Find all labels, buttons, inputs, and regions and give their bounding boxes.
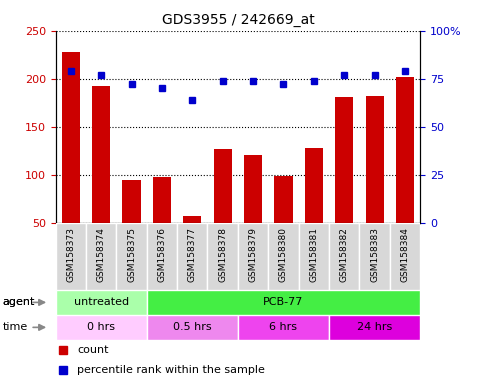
Bar	[298, 223, 329, 290]
Text: GSM158376: GSM158376	[157, 227, 167, 283]
Bar	[244, 154, 262, 271]
Bar	[122, 180, 141, 271]
Bar	[56, 223, 86, 290]
Bar	[329, 223, 359, 290]
Bar	[390, 223, 420, 290]
Bar	[335, 97, 354, 271]
Text: GSM158381: GSM158381	[309, 227, 318, 283]
Text: percentile rank within the sample: percentile rank within the sample	[77, 365, 265, 375]
Text: agent: agent	[2, 297, 35, 308]
Bar	[274, 176, 293, 271]
Text: agent: agent	[2, 297, 35, 307]
Bar	[213, 149, 232, 271]
Text: 0 hrs: 0 hrs	[87, 322, 115, 333]
Text: 24 hrs: 24 hrs	[357, 322, 392, 333]
Bar	[238, 315, 329, 340]
Text: time: time	[2, 322, 28, 333]
Bar	[62, 52, 80, 271]
Bar	[177, 223, 208, 290]
Bar	[238, 223, 268, 290]
Bar	[56, 290, 147, 315]
Text: GSM158378: GSM158378	[218, 227, 227, 283]
Bar	[329, 315, 420, 340]
Text: GSM158382: GSM158382	[340, 228, 349, 282]
Bar	[208, 223, 238, 290]
Bar	[359, 223, 390, 290]
Text: count: count	[77, 345, 109, 355]
Bar	[396, 77, 414, 271]
Bar	[147, 223, 177, 290]
Bar	[147, 290, 420, 315]
Bar	[56, 315, 147, 340]
Text: 0.5 hrs: 0.5 hrs	[173, 322, 212, 333]
Text: GSM158375: GSM158375	[127, 227, 136, 283]
Text: GSM158374: GSM158374	[97, 228, 106, 282]
Text: GSM158380: GSM158380	[279, 227, 288, 283]
Title: GDS3955 / 242669_at: GDS3955 / 242669_at	[161, 13, 314, 27]
Text: untreated: untreated	[73, 297, 128, 308]
Text: GSM158379: GSM158379	[249, 227, 257, 283]
Bar	[153, 177, 171, 271]
Bar	[268, 223, 298, 290]
Bar	[366, 96, 384, 271]
Bar	[86, 223, 116, 290]
Bar	[116, 223, 147, 290]
Bar	[305, 148, 323, 271]
Text: 6 hrs: 6 hrs	[270, 322, 298, 333]
Text: GSM158377: GSM158377	[188, 227, 197, 283]
Text: PCB-77: PCB-77	[263, 297, 304, 308]
Bar	[183, 216, 201, 271]
Bar	[147, 315, 238, 340]
Text: GSM158373: GSM158373	[66, 227, 75, 283]
Text: GSM158384: GSM158384	[400, 228, 410, 282]
Bar	[92, 86, 110, 271]
Text: GSM158383: GSM158383	[370, 227, 379, 283]
